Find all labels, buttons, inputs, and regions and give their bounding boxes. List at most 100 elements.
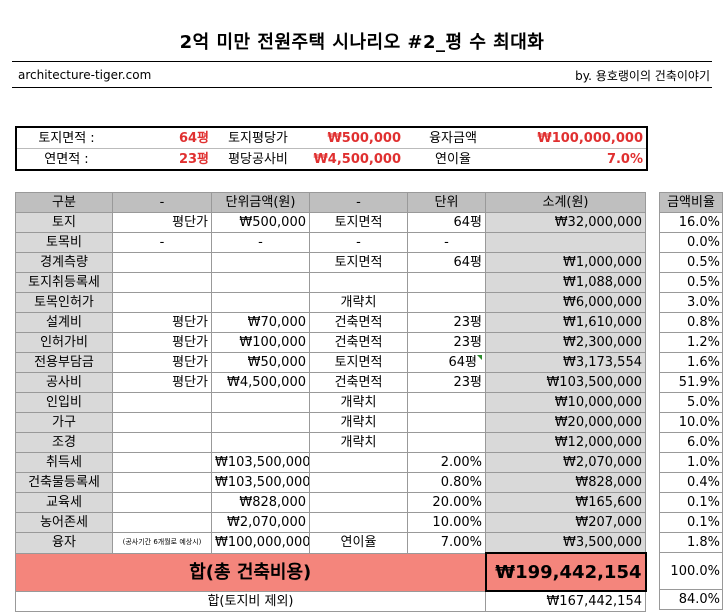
row-subtotal[interactable]: ₩828,000 (485, 472, 646, 493)
ratio-total[interactable]: 100.0% (659, 552, 723, 590)
row-measure[interactable]: 토지면적 (309, 212, 408, 233)
row-unit-price[interactable]: ₩50,000 (211, 352, 310, 373)
ratio-value[interactable]: 0.5% (659, 272, 723, 293)
row-measure[interactable]: 개략치 (309, 412, 408, 433)
row-measure[interactable]: 건축면적 (309, 332, 408, 353)
row-subtotal[interactable]: ₩20,000,000 (485, 412, 646, 433)
ratio-value[interactable]: 10.0% (659, 412, 723, 433)
row-measure[interactable] (309, 492, 408, 513)
land-price-value[interactable]: ₩500,000 (304, 127, 404, 149)
row-subtotal[interactable]: ₩2,300,000 (485, 332, 646, 353)
row-basis[interactable] (112, 512, 212, 533)
row-unit[interactable]: 10.00% (407, 512, 486, 533)
ratio-value[interactable]: 3.0% (659, 292, 723, 313)
row-unit[interactable] (407, 392, 486, 413)
row-measure[interactable] (309, 272, 408, 293)
row-unit[interactable]: - (407, 232, 486, 253)
row-basis[interactable]: - (112, 232, 212, 253)
row-unit[interactable] (407, 272, 486, 293)
row-subtotal[interactable]: ₩3,173,554 (485, 352, 646, 373)
ratio-value[interactable]: 0.8% (659, 312, 723, 333)
row-unit-price[interactable]: - (211, 232, 310, 253)
ratio-value[interactable]: 1.6% (659, 352, 723, 373)
row-subtotal[interactable]: ₩1,000,000 (485, 252, 646, 273)
row-unit[interactable] (407, 432, 486, 453)
row-basis[interactable] (112, 392, 212, 413)
row-unit[interactable]: 23평 (407, 332, 486, 353)
row-measure[interactable]: 연이율 (309, 532, 408, 554)
row-basis[interactable] (112, 432, 212, 453)
ratio-value[interactable]: 0.1% (659, 512, 723, 533)
row-measure[interactable]: 개략치 (309, 292, 408, 313)
ratio-value[interactable]: 51.9% (659, 372, 723, 393)
row-subtotal[interactable]: ₩6,000,000 (485, 292, 646, 313)
row-subtotal[interactable]: ₩1,610,000 (485, 312, 646, 333)
row-measure[interactable]: 건축면적 (309, 312, 408, 333)
row-unit[interactable]: 23평 (407, 312, 486, 333)
row-unit[interactable]: 64평 (407, 212, 486, 233)
ratio-value[interactable]: 1.8% (659, 532, 723, 553)
row-unit-price[interactable]: ₩100,000 (211, 332, 310, 353)
row-unit-price[interactable]: ₩2,070,000 (211, 512, 310, 533)
row-basis[interactable]: (공사기간 6개월로 예상시) (112, 532, 212, 554)
row-subtotal[interactable]: ₩1,088,000 (485, 272, 646, 293)
row-unit-price[interactable]: ₩103,500,000 (211, 452, 310, 473)
ratio-value[interactable]: 1.0% (659, 452, 723, 473)
interest-value[interactable]: 7.0% (502, 148, 647, 171)
row-unit-price[interactable]: ₩828,000 (211, 492, 310, 513)
row-measure[interactable] (309, 472, 408, 493)
row-unit-price[interactable] (211, 272, 310, 293)
row-unit[interactable]: 2.00% (407, 452, 486, 473)
row-measure[interactable]: 건축면적 (309, 372, 408, 393)
row-unit[interactable]: 0.80% (407, 472, 486, 493)
loan-value[interactable]: ₩100,000,000 (502, 127, 647, 149)
row-unit-price[interactable] (211, 252, 310, 273)
floor-area-value[interactable]: 23평 (116, 148, 212, 171)
row-basis[interactable]: 평단가 (112, 332, 212, 353)
row-subtotal[interactable]: ₩207,000 (485, 512, 646, 533)
total-value[interactable]: ₩199,442,154 (484, 552, 647, 592)
row-unit-price[interactable] (211, 432, 310, 453)
row-unit-price[interactable]: ₩70,000 (211, 312, 310, 333)
row-basis[interactable] (112, 252, 212, 273)
row-unit[interactable]: 23평 (407, 372, 486, 393)
row-unit[interactable] (407, 292, 486, 313)
row-unit-price[interactable]: ₩4,500,000 (211, 372, 310, 393)
row-unit[interactable]: 7.00% (407, 532, 486, 554)
ratio-value[interactable]: 0.0% (659, 232, 723, 253)
row-subtotal[interactable]: ₩165,600 (485, 492, 646, 513)
row-basis[interactable]: 평단가 (112, 372, 212, 393)
row-measure[interactable]: 개략치 (309, 392, 408, 413)
row-unit-price[interactable]: ₩103,500,000 (211, 472, 310, 493)
row-basis[interactable] (112, 272, 212, 293)
land-area-value[interactable]: 64평 (116, 127, 212, 149)
row-measure[interactable] (309, 512, 408, 533)
row-subtotal[interactable] (485, 232, 646, 253)
row-measure[interactable]: 개략치 (309, 432, 408, 453)
row-basis[interactable]: 평단가 (112, 212, 212, 233)
row-unit-price[interactable] (211, 412, 310, 433)
row-basis[interactable]: 평단가 (112, 312, 212, 333)
row-basis[interactable] (112, 472, 212, 493)
row-unit[interactable]: 64평 (407, 252, 486, 273)
row-measure[interactable]: - (309, 232, 408, 253)
row-unit-price[interactable]: ₩100,000,000 (211, 532, 310, 554)
row-measure[interactable]: 토지면적 (309, 252, 408, 273)
row-subtotal[interactable]: ₩103,500,000 (485, 372, 646, 393)
row-subtotal[interactable]: ₩12,000,000 (485, 432, 646, 453)
ratio-value[interactable]: 6.0% (659, 432, 723, 453)
row-measure[interactable]: 토지면적 (309, 352, 408, 373)
total-excl-value[interactable]: ₩167,442,154 (485, 590, 646, 612)
row-unit-price[interactable] (211, 292, 310, 313)
row-basis[interactable] (112, 452, 212, 473)
row-unit[interactable]: 64평 (407, 352, 486, 373)
row-unit[interactable] (407, 412, 486, 433)
build-cost-value[interactable]: ₩4,500,000 (304, 148, 404, 171)
ratio-total-excl[interactable]: 84.0% (659, 589, 723, 610)
ratio-value[interactable]: 0.5% (659, 252, 723, 273)
row-basis[interactable] (112, 292, 212, 313)
row-measure[interactable] (309, 452, 408, 473)
row-basis[interactable]: 평단가 (112, 352, 212, 373)
row-subtotal[interactable]: ₩32,000,000 (485, 212, 646, 233)
row-basis[interactable] (112, 492, 212, 513)
